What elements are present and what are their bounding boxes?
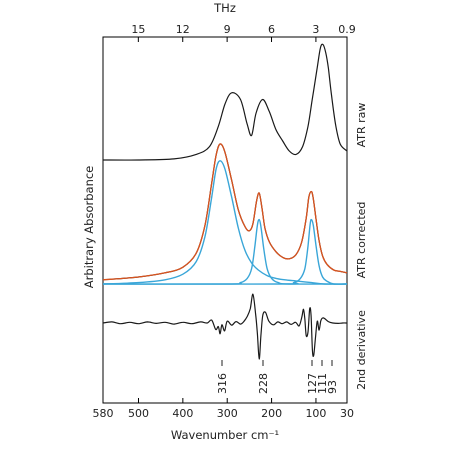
peak-label-111: 111 bbox=[316, 373, 329, 394]
top-axis: 15 12 9 6 3 0.9 bbox=[131, 23, 356, 42]
x-tick-label: 30 bbox=[340, 407, 354, 420]
top-tick-label: 3 bbox=[312, 23, 319, 36]
x-axis-label: Wavenumber cm⁻¹ bbox=[171, 428, 279, 442]
top-axis-label: THz bbox=[213, 1, 236, 15]
top-tick-label: 15 bbox=[131, 23, 145, 36]
series-line-raw-0 bbox=[102, 43, 348, 161]
series-line-corrected-5 bbox=[102, 218, 348, 285]
peak-label-93: 93 bbox=[326, 380, 339, 394]
series-line-corrected-1 bbox=[102, 143, 348, 281]
panel-label-raw: ATR raw bbox=[355, 103, 368, 148]
x-tick-label: 400 bbox=[172, 407, 193, 420]
x-tick-label: 200 bbox=[261, 407, 282, 420]
x-tick-label: 500 bbox=[128, 407, 149, 420]
top-tick-label: 6 bbox=[268, 23, 275, 36]
y-axis-label: Arbitrary Absorbance bbox=[82, 166, 96, 289]
panel-label-derivative: 2nd derivative bbox=[355, 310, 368, 390]
series-line-corrected-2 bbox=[102, 143, 348, 281]
x-tick-label: 580 bbox=[93, 407, 114, 420]
series-group bbox=[102, 43, 348, 360]
peak-label-127: 127 bbox=[306, 373, 319, 394]
top-tick-label: 12 bbox=[176, 23, 190, 36]
panel-label-corrected: ATR corrected bbox=[355, 202, 368, 279]
peak-label-228: 228 bbox=[257, 373, 270, 394]
top-tick-label: 9 bbox=[224, 23, 231, 36]
x-tick-label: 100 bbox=[305, 407, 326, 420]
top-tick-label: 0.9 bbox=[338, 23, 356, 36]
series-line-derivative-6 bbox=[102, 293, 348, 360]
x-tick-label: 300 bbox=[217, 407, 238, 420]
peak-label-316: 316 bbox=[216, 373, 229, 394]
plot-frame bbox=[102, 36, 348, 404]
bottom-axis: 580 500 400 300 200 100 30 bbox=[93, 398, 354, 420]
series-line-corrected-3 bbox=[102, 160, 348, 285]
series-line-corrected-4 bbox=[102, 218, 348, 285]
